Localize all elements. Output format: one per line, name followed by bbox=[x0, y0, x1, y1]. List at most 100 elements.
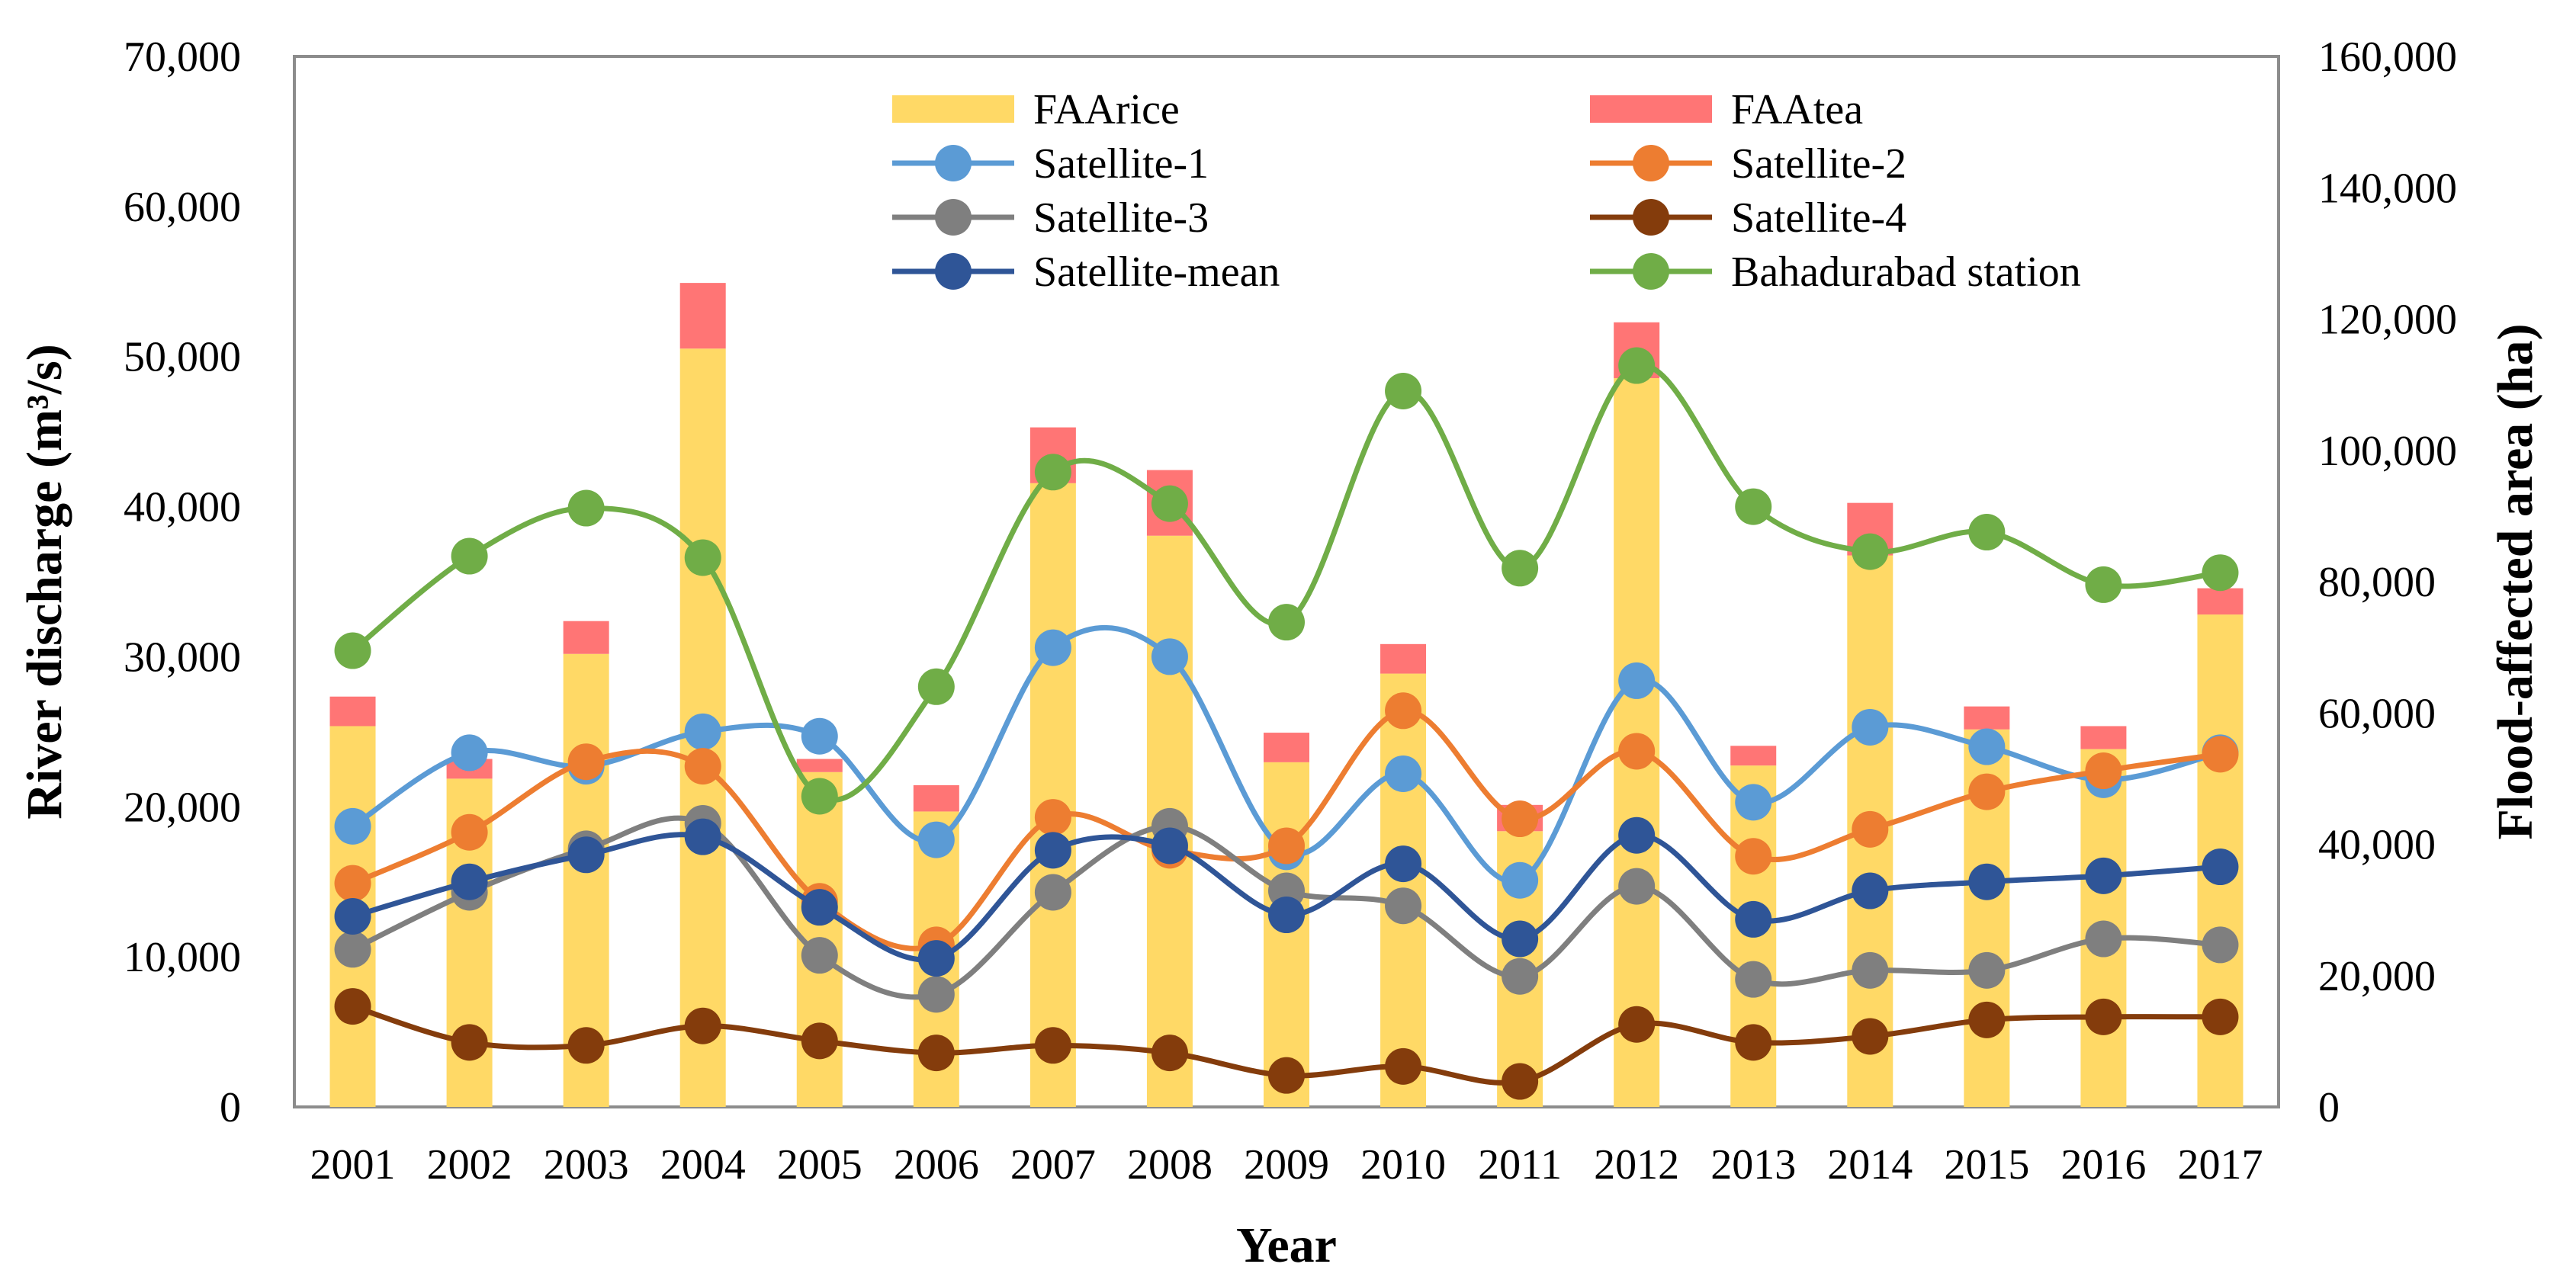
point-satellite-4-2005 bbox=[801, 1022, 838, 1060]
point-satellite-1-2007 bbox=[1034, 629, 1071, 666]
x-tick-label-2014: 2014 bbox=[1827, 1141, 1913, 1189]
point-satellite-3-2005 bbox=[801, 937, 838, 974]
point-satellite-4-2007 bbox=[1034, 1027, 1071, 1064]
point-satellite-2-2003 bbox=[567, 743, 605, 781]
line-layer bbox=[334, 347, 2239, 1100]
point-satellite-4-2009 bbox=[1268, 1057, 1305, 1094]
legend-label-satellite-2: Satellite-2 bbox=[1731, 140, 1906, 188]
point-satellite-2-2010 bbox=[1385, 692, 1422, 730]
point-satellite-2-2012 bbox=[1618, 733, 1656, 770]
point-satellite-3-2006 bbox=[917, 976, 955, 1013]
point-satellite-1-2011 bbox=[1502, 861, 1539, 899]
y-right-tick-label: 80,000 bbox=[2318, 559, 2436, 606]
bar-faatea-2015 bbox=[1964, 706, 2010, 730]
point-satellite-2-2017 bbox=[2202, 736, 2239, 773]
point-satellite-4-2010 bbox=[1385, 1047, 1422, 1085]
point-satellite-2-2015 bbox=[1968, 773, 2006, 810]
point-satellite-4-2006 bbox=[917, 1035, 955, 1072]
y-left-tick-label: 40,000 bbox=[124, 484, 241, 531]
point-satellite-mean-2003 bbox=[567, 836, 605, 874]
y-right-tick-label: 20,000 bbox=[2318, 953, 2436, 1000]
bar-faatea-2017 bbox=[2197, 588, 2244, 615]
point-bahadurabad-station-2003 bbox=[567, 489, 605, 527]
legend-label-bahadurabad-station: Bahadurabad station bbox=[1731, 249, 2081, 296]
point-satellite-1-2013 bbox=[1735, 784, 1772, 821]
point-satellite-4-2014 bbox=[1852, 1018, 1889, 1055]
point-bahadurabad-station-2006 bbox=[917, 668, 955, 705]
x-tick-label-2001: 2001 bbox=[310, 1141, 396, 1189]
point-bahadurabad-station-2016 bbox=[2085, 566, 2122, 603]
point-satellite-3-2013 bbox=[1735, 961, 1772, 998]
legend-label-satellite-mean: Satellite-mean bbox=[1033, 249, 1280, 296]
point-bahadurabad-station-2010 bbox=[1385, 372, 1422, 409]
bar-faatea-2016 bbox=[2080, 726, 2127, 749]
y-right-tick-label: 40,000 bbox=[2318, 822, 2436, 869]
point-satellite-2-2001 bbox=[334, 865, 371, 902]
point-satellite-2-2004 bbox=[684, 748, 721, 785]
point-satellite-2-2014 bbox=[1852, 810, 1889, 848]
y-left-tick-label: 70,000 bbox=[124, 34, 241, 81]
bar-faarice-2007 bbox=[1029, 483, 1076, 1107]
legend-label-faatea: FAAtea bbox=[1731, 86, 1863, 133]
point-satellite-1-2014 bbox=[1852, 708, 1889, 746]
point-satellite-1-2006 bbox=[917, 821, 955, 858]
point-satellite-1-2005 bbox=[801, 717, 838, 755]
bar-faatea-2013 bbox=[1730, 746, 1777, 766]
point-satellite-3-2007 bbox=[1034, 874, 1071, 911]
point-satellite-1-2015 bbox=[1968, 728, 2006, 765]
point-bahadurabad-station-2007 bbox=[1034, 454, 1071, 491]
point-satellite-3-2001 bbox=[334, 931, 371, 968]
point-satellite-mean-2007 bbox=[1034, 832, 1071, 869]
legend-marker-satellite-1 bbox=[935, 145, 972, 181]
point-bahadurabad-station-2017 bbox=[2202, 554, 2239, 592]
x-tick-label-2002: 2002 bbox=[427, 1141, 512, 1189]
legend-marker-bahadurabad-station bbox=[1633, 253, 1669, 290]
point-satellite-2-2007 bbox=[1034, 799, 1071, 836]
x-tick-label-2016: 2016 bbox=[2060, 1141, 2146, 1189]
x-tick-label-2006: 2006 bbox=[894, 1141, 979, 1189]
point-satellite-4-2017 bbox=[2202, 998, 2239, 1035]
point-satellite-4-2003 bbox=[567, 1027, 605, 1064]
point-satellite-4-2001 bbox=[334, 988, 371, 1025]
bar-faatea-2010 bbox=[1380, 643, 1427, 674]
y-left-tick-label: 30,000 bbox=[124, 634, 241, 681]
point-satellite-1-2001 bbox=[334, 807, 371, 845]
x-tick-label-2009: 2009 bbox=[1244, 1141, 1329, 1189]
y-right-tick-label: 120,000 bbox=[2318, 297, 2457, 344]
point-satellite-mean-2002 bbox=[451, 863, 488, 900]
point-satellite-3-2010 bbox=[1385, 887, 1422, 925]
point-bahadurabad-station-2011 bbox=[1502, 550, 1539, 587]
point-bahadurabad-station-2004 bbox=[684, 539, 721, 576]
point-satellite-mean-2010 bbox=[1385, 845, 1422, 883]
point-satellite-3-2014 bbox=[1852, 951, 1889, 989]
point-satellite-mean-2011 bbox=[1502, 920, 1539, 958]
legend-label-satellite-1: Satellite-1 bbox=[1033, 140, 1209, 188]
point-satellite-4-2008 bbox=[1151, 1035, 1188, 1072]
x-tick-label-2017: 2017 bbox=[2177, 1141, 2263, 1189]
x-tick-label-2012: 2012 bbox=[1594, 1141, 1679, 1189]
point-satellite-mean-2012 bbox=[1618, 816, 1656, 854]
point-satellite-3-2017 bbox=[2202, 926, 2239, 964]
bar-faatea-2006 bbox=[913, 784, 959, 812]
point-bahadurabad-station-2001 bbox=[334, 632, 371, 669]
bar-faarice-2009 bbox=[1264, 762, 1309, 1107]
legend-label-satellite-3: Satellite-3 bbox=[1033, 194, 1209, 242]
point-satellite-2-2009 bbox=[1268, 827, 1305, 865]
point-satellite-mean-2015 bbox=[1968, 863, 2006, 900]
y-left-tick-label: 10,000 bbox=[124, 934, 241, 981]
bar-layer bbox=[329, 283, 2244, 1108]
point-satellite-3-2016 bbox=[2085, 920, 2122, 958]
x-tick-label-2007: 2007 bbox=[1010, 1141, 1096, 1189]
legend-marker-satellite-4 bbox=[1633, 199, 1669, 236]
y-axis-right-ticks: 0 20,000 40,000 60,000 80,000 100,000 120,000 1… bbox=[2318, 34, 2457, 1131]
x-axis-title: Year bbox=[1236, 1217, 1337, 1273]
y-left-tick-label: 60,000 bbox=[124, 184, 241, 231]
y-right-tick-label: 140,000 bbox=[2318, 165, 2457, 212]
legend-swatch-faatea bbox=[1590, 95, 1712, 123]
point-bahadurabad-station-2013 bbox=[1735, 488, 1772, 525]
point-satellite-mean-2004 bbox=[684, 818, 721, 855]
point-satellite-mean-2001 bbox=[334, 897, 371, 935]
point-satellite-1-2012 bbox=[1618, 662, 1656, 699]
point-satellite-4-2004 bbox=[684, 1007, 721, 1044]
point-bahadurabad-station-2008 bbox=[1151, 485, 1188, 522]
